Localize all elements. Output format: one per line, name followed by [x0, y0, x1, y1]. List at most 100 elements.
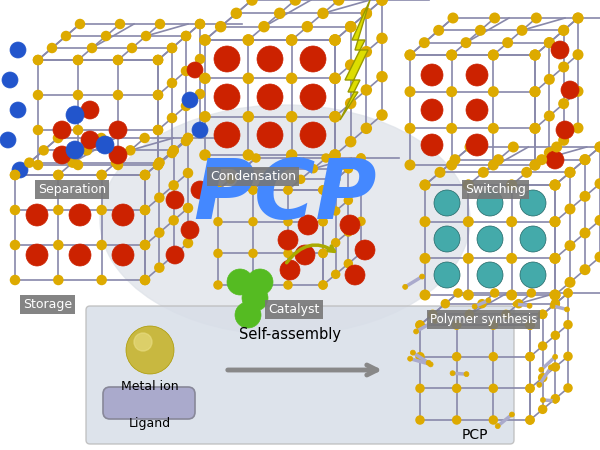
Circle shape	[318, 248, 328, 258]
Circle shape	[53, 240, 64, 250]
Circle shape	[539, 367, 544, 372]
Circle shape	[318, 217, 328, 226]
Circle shape	[506, 216, 517, 227]
Circle shape	[525, 320, 535, 330]
Circle shape	[127, 43, 137, 53]
Circle shape	[53, 275, 64, 285]
Circle shape	[563, 288, 573, 298]
Circle shape	[551, 141, 562, 153]
Circle shape	[199, 34, 211, 46]
Circle shape	[181, 31, 191, 41]
Circle shape	[530, 159, 541, 171]
Circle shape	[140, 240, 150, 250]
Circle shape	[595, 141, 600, 153]
Circle shape	[109, 146, 127, 164]
Circle shape	[565, 167, 575, 178]
Circle shape	[538, 373, 547, 382]
Circle shape	[550, 216, 560, 227]
Circle shape	[558, 135, 569, 146]
Circle shape	[563, 288, 573, 298]
Circle shape	[563, 383, 573, 393]
Circle shape	[167, 113, 177, 123]
Circle shape	[318, 217, 328, 226]
Circle shape	[488, 50, 499, 60]
Circle shape	[141, 31, 151, 41]
Circle shape	[331, 175, 340, 184]
Circle shape	[407, 356, 413, 361]
Circle shape	[242, 72, 254, 84]
Circle shape	[12, 162, 28, 178]
Circle shape	[139, 133, 150, 143]
Circle shape	[257, 84, 283, 110]
Circle shape	[183, 133, 193, 143]
Circle shape	[558, 62, 569, 72]
Circle shape	[286, 34, 298, 46]
Circle shape	[75, 19, 85, 29]
Text: Switching: Switching	[465, 183, 526, 196]
Circle shape	[580, 191, 590, 202]
Circle shape	[329, 111, 341, 122]
Circle shape	[10, 42, 26, 58]
Circle shape	[563, 320, 573, 329]
Circle shape	[580, 154, 590, 165]
Circle shape	[53, 205, 64, 215]
Circle shape	[565, 167, 575, 178]
Circle shape	[495, 423, 500, 428]
Circle shape	[558, 25, 569, 36]
Circle shape	[550, 180, 560, 190]
Circle shape	[242, 34, 254, 46]
Circle shape	[199, 34, 211, 46]
Circle shape	[195, 124, 205, 134]
Circle shape	[213, 185, 223, 195]
Circle shape	[167, 43, 177, 53]
Circle shape	[318, 280, 328, 290]
Circle shape	[530, 50, 541, 60]
Circle shape	[580, 154, 590, 165]
Circle shape	[419, 253, 431, 264]
Circle shape	[125, 145, 136, 156]
Circle shape	[419, 289, 431, 301]
Circle shape	[73, 90, 83, 100]
Circle shape	[261, 175, 271, 184]
Circle shape	[199, 111, 211, 122]
Circle shape	[283, 217, 293, 226]
Circle shape	[246, 0, 258, 6]
Circle shape	[490, 288, 499, 298]
Circle shape	[530, 50, 541, 60]
Circle shape	[195, 19, 205, 29]
Circle shape	[536, 154, 547, 165]
Circle shape	[214, 84, 240, 110]
Circle shape	[466, 134, 488, 156]
Circle shape	[140, 275, 150, 285]
Circle shape	[356, 216, 366, 226]
Circle shape	[361, 84, 372, 96]
Circle shape	[283, 185, 293, 195]
Circle shape	[452, 352, 461, 361]
Circle shape	[226, 175, 235, 184]
Circle shape	[274, 164, 283, 173]
Circle shape	[572, 49, 583, 60]
Circle shape	[595, 141, 600, 153]
Circle shape	[235, 302, 261, 328]
Circle shape	[551, 394, 560, 403]
Circle shape	[300, 84, 326, 110]
Circle shape	[101, 31, 111, 41]
Circle shape	[97, 240, 107, 250]
Circle shape	[181, 221, 199, 239]
Circle shape	[153, 160, 163, 170]
Circle shape	[419, 274, 425, 279]
Circle shape	[251, 153, 261, 163]
Circle shape	[33, 160, 43, 170]
Circle shape	[521, 167, 532, 178]
Circle shape	[520, 262, 546, 288]
Circle shape	[488, 50, 499, 60]
Circle shape	[227, 269, 253, 295]
Circle shape	[0, 132, 16, 148]
Circle shape	[527, 288, 536, 298]
Circle shape	[361, 8, 372, 19]
Text: Storage: Storage	[23, 298, 72, 311]
Circle shape	[477, 226, 503, 252]
Circle shape	[434, 167, 445, 178]
Circle shape	[154, 193, 164, 203]
Circle shape	[558, 98, 569, 109]
